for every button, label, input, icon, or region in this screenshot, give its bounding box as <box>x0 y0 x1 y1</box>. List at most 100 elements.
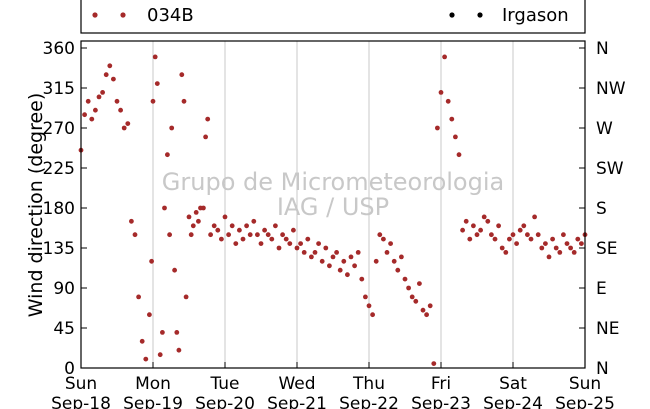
point-034b-33 <box>179 72 185 78</box>
point-034b-32 <box>176 347 182 353</box>
x-tick-date-6: Sep-24 <box>483 394 543 409</box>
point-034b-84 <box>348 254 354 260</box>
x-tick-date-4: Sep-22 <box>339 394 399 409</box>
point-034b-133 <box>525 232 530 238</box>
point-034b-1 <box>82 112 87 118</box>
point-034b-30 <box>172 267 178 273</box>
right-tick-label-2: E <box>596 279 607 299</box>
point-034b-96 <box>391 258 397 264</box>
y-tick-label-1: 45 <box>53 319 75 339</box>
legend-marker-034b-2 <box>120 12 126 18</box>
point-034b-142 <box>557 250 563 255</box>
point-034b-130 <box>514 241 519 247</box>
point-034b-113 <box>453 134 458 140</box>
point-034b-126 <box>499 245 505 251</box>
point-034b-148 <box>579 241 584 247</box>
point-034b-27 <box>165 152 170 158</box>
point-034b-63 <box>273 223 278 229</box>
point-034b-56 <box>247 232 253 238</box>
point-034b-97 <box>395 267 401 273</box>
point-034b-73 <box>309 254 314 260</box>
point-034b-147 <box>575 236 581 242</box>
point-034b-86 <box>355 250 361 255</box>
right-tick-label-5: SW <box>596 159 624 179</box>
x-axis-ticks: SunSep-18MonSep-19TueSep-20WedSep-21ThuS… <box>51 362 615 409</box>
point-034b-123 <box>489 232 494 238</box>
legend-marker-irgason-2 <box>477 12 483 18</box>
point-034b-44 <box>205 116 211 122</box>
point-034b-119 <box>474 232 480 238</box>
plot-frame <box>80 40 586 369</box>
point-034b-106 <box>427 303 433 309</box>
watermark-line1: Grupo de Micrometeorologia <box>162 168 504 196</box>
point-034b-2 <box>85 98 91 104</box>
point-034b-83 <box>345 272 350 278</box>
point-034b-107 <box>431 361 437 366</box>
point-034b-49 <box>222 214 228 220</box>
point-034b-7 <box>103 72 109 78</box>
point-034b-122 <box>485 218 491 224</box>
point-034b-74 <box>312 250 318 255</box>
point-034b-4 <box>93 107 98 113</box>
point-034b-100 <box>406 285 411 291</box>
point-034b-141 <box>553 245 559 251</box>
point-034b-131 <box>517 227 523 233</box>
point-034b-28 <box>167 232 173 238</box>
point-034b-22 <box>152 54 158 60</box>
point-034b-20 <box>149 258 155 264</box>
right-tick-label-1: NE <box>596 319 619 339</box>
legend-label-irgason: Irgason <box>502 5 569 26</box>
point-034b-62 <box>269 236 275 242</box>
point-034b-137 <box>539 245 545 251</box>
point-034b-110 <box>442 54 447 60</box>
point-034b-77 <box>323 245 329 251</box>
x-tick-date-0: Sep-18 <box>51 394 111 409</box>
point-034b-114 <box>456 152 462 158</box>
point-034b-91 <box>373 258 379 264</box>
y-tick-label-7: 315 <box>43 79 75 99</box>
point-034b-104 <box>420 307 426 313</box>
point-034b-146 <box>571 250 577 255</box>
y-tick-label-5: 225 <box>43 159 75 179</box>
point-034b-16 <box>136 294 142 300</box>
y-tick-label-8: 360 <box>43 39 75 59</box>
point-034b-51 <box>229 223 235 229</box>
point-034b-101 <box>409 294 415 300</box>
y-tick-label-4: 180 <box>43 199 75 219</box>
point-034b-40 <box>196 218 201 224</box>
point-034b-19 <box>147 312 152 318</box>
point-034b-80 <box>334 250 339 255</box>
point-034b-61 <box>265 232 271 238</box>
point-034b-144 <box>564 241 570 247</box>
point-034b-5 <box>96 94 102 100</box>
point-034b-53 <box>237 227 242 233</box>
point-034b-3 <box>89 116 95 122</box>
x-tick-date-5: Sep-23 <box>411 394 471 409</box>
right-tick-label-0: N <box>596 359 609 379</box>
point-034b-117 <box>467 236 473 242</box>
point-034b-46 <box>211 223 217 229</box>
x-tick-day-0: Sun <box>65 374 97 394</box>
point-034b-67 <box>287 241 293 247</box>
point-034b-94 <box>384 250 390 255</box>
point-034b-8 <box>107 63 113 69</box>
point-034b-47 <box>215 227 221 233</box>
point-034b-68 <box>291 227 296 233</box>
point-034b-75 <box>316 241 321 247</box>
point-034b-88 <box>363 294 368 300</box>
point-034b-135 <box>532 214 537 220</box>
point-034b-139 <box>546 254 552 260</box>
point-034b-45 <box>208 232 214 238</box>
point-034b-71 <box>301 250 307 255</box>
point-034b-124 <box>492 236 498 242</box>
x-tick-day-7: Sun <box>569 374 601 394</box>
point-034b-37 <box>188 232 194 238</box>
point-034b-13 <box>125 121 131 126</box>
point-034b-31 <box>174 330 180 335</box>
point-034b-143 <box>561 232 566 238</box>
vertical-gridlines <box>152 41 514 368</box>
right-tick-label-8: N <box>596 39 609 59</box>
point-034b-140 <box>550 236 555 242</box>
point-034b-34 <box>181 98 187 104</box>
